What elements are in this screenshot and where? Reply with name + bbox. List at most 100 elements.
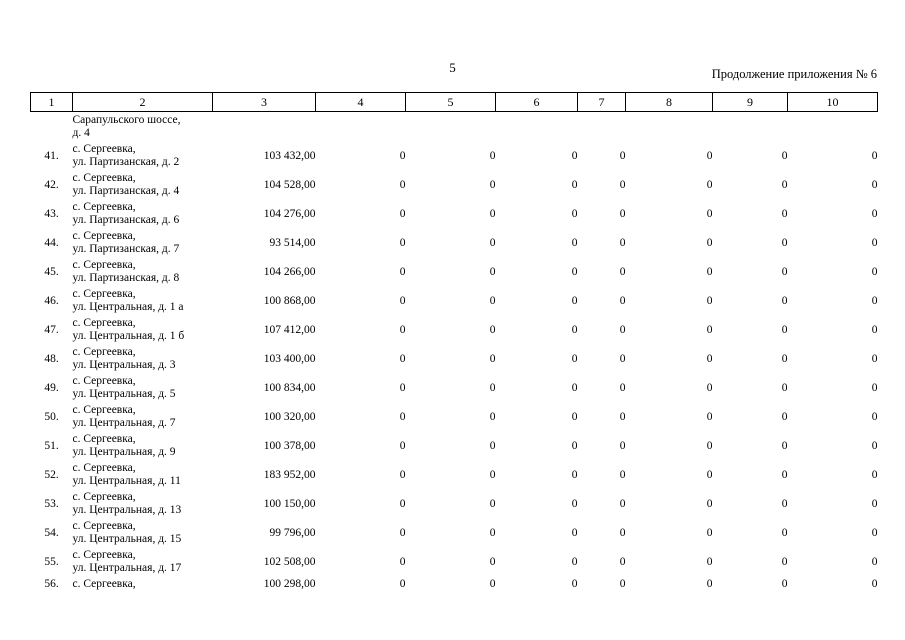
row-zero: 0: [781, 526, 788, 539]
appendix-table: 1 2 3 4 5 6 7 8 9 10 Сарапульского шоссе, д. 4 41. с…: [30, 92, 878, 593]
row-value: 100 834,00: [263, 381, 316, 394]
row-value: 103 432,00: [263, 149, 316, 162]
row-address: с. Сергеевка, ул. Центральная, д. 5: [73, 373, 213, 402]
row-zero: 0: [399, 578, 406, 591]
address-line-2: ул. Партизанская, д. 7: [72, 242, 180, 255]
table-header-row: 1 2 3 4 5 6 7 8 9 10: [30, 92, 878, 112]
row-zero: 0: [399, 410, 406, 423]
row-number: 56.: [44, 578, 59, 591]
address-line-2: ул. Центральная, д. 9: [72, 445, 176, 458]
row-zero: 0: [781, 236, 788, 249]
row-zero: 0: [399, 149, 406, 162]
table-row: 52. с. Сергеевка, ул. Центральная, д. 11 18…: [31, 460, 878, 489]
row-zero: 0: [706, 526, 713, 539]
address-line-2: ул. Центральная, д. 3: [72, 358, 176, 371]
row-zero: 0: [871, 323, 878, 336]
row-number: 46.: [44, 294, 59, 307]
column-header: 10: [787, 92, 878, 112]
row-number: 45.: [44, 265, 59, 278]
row-zero: 0: [399, 265, 406, 278]
row-zero: 0: [489, 352, 496, 365]
column-header: 9: [712, 92, 788, 112]
row-zero: 0: [871, 178, 878, 191]
address-line-2: ул. Центральная, д. 15: [72, 532, 182, 545]
row-zero: 0: [399, 352, 406, 365]
table-row: 43. с. Сергеевка, ул. Партизанская, д. 6 10…: [31, 199, 878, 228]
row-zero: 0: [399, 178, 406, 191]
row-zero: [316, 112, 406, 142]
column-header: 1: [30, 92, 73, 112]
row-number: 41.: [44, 149, 59, 162]
row-zero: 0: [706, 381, 713, 394]
address-line-1: с. Сергеевка,: [72, 404, 136, 416]
row-zero: [578, 112, 626, 142]
row-value: 103 400,00: [263, 352, 316, 365]
row-zero: 0: [871, 265, 878, 278]
row-zero: 0: [781, 468, 788, 481]
row-zero: 0: [489, 207, 496, 220]
row-value: 100 320,00: [263, 410, 316, 423]
address-line-1: с. Сергеевка,: [72, 143, 136, 155]
table-header: 1 2 3 4 5 6 7 8 9 10: [30, 92, 878, 112]
address-line-1: с. Сергеевка,: [72, 520, 136, 532]
row-number: 42.: [44, 178, 59, 191]
row-address: с. Сергеевка, ул. Центральная, д. 17: [73, 547, 213, 576]
row-value: 104 528,00: [263, 178, 316, 191]
table-row: 49. с. Сергеевка, ул. Центральная, д. 5 100…: [31, 373, 877, 402]
row-zero: 0: [706, 555, 713, 568]
row-value: 93 514,00: [269, 236, 316, 249]
address-line-1: с. Сергеевка,: [72, 375, 136, 387]
row-zero: 0: [706, 323, 713, 336]
address-line-1: с. Сергеевка,: [72, 172, 136, 184]
page-number: 5: [449, 60, 456, 75]
address-line-1: с. Сергеевка,: [72, 230, 136, 242]
row-zero: [496, 112, 578, 142]
row-address: с. Сергеевка, ул. Партизанская, д. 8: [73, 257, 213, 286]
row-value: 104 266,00: [263, 265, 316, 278]
row-number: 43.: [44, 207, 59, 220]
row-zero: 0: [571, 555, 578, 568]
row-zero: 0: [571, 578, 578, 591]
row-value: 100 378,00: [263, 439, 316, 452]
row-value: 183 952,00: [263, 468, 316, 481]
row-zero: 0: [706, 497, 713, 510]
row-zero: 0: [399, 526, 406, 539]
row-zero: 0: [706, 178, 713, 191]
address-line-2: ул. Партизанская, д. 2: [72, 155, 180, 168]
column-header: 6: [495, 92, 578, 112]
column-header: 5: [405, 92, 496, 112]
row-zero: 0: [871, 468, 878, 481]
row-zero: [406, 112, 496, 142]
row-zero: 0: [619, 265, 626, 278]
row-zero: 0: [871, 207, 878, 220]
address-line-1: с. Сергеевка,: [72, 491, 136, 503]
table-row: 53. с. Сергеевка, ул. Центральная, д. 13 10…: [31, 489, 877, 518]
row-address: с. Сергеевка, ул. Центральная, д. 11: [73, 460, 213, 489]
row-zero: 0: [489, 236, 496, 249]
address-line-2: д. 4: [72, 126, 90, 139]
table-row: 48. с. Сергеевка, ул. Центральная, д. 3 103…: [31, 344, 877, 373]
row-zero: 0: [781, 410, 788, 423]
row-zero: 0: [871, 149, 878, 162]
row-zero: 0: [706, 468, 713, 481]
row-value: 104 276,00: [263, 207, 316, 220]
row-zero: 0: [619, 352, 626, 365]
row-zero: 0: [706, 265, 713, 278]
row-address: Сарапульского шоссе, д. 4: [73, 112, 213, 142]
row-zero: 0: [399, 439, 406, 452]
row-zero: 0: [619, 468, 626, 481]
table-row: 42. с. Сергеевка, ул. Партизанская, д. 4 10…: [31, 170, 878, 199]
row-value: 100 868,00: [263, 294, 316, 307]
row-zero: 0: [571, 178, 578, 191]
table-row: 54. с. Сергеевка, ул. Центральная, д. 15 99…: [31, 518, 877, 547]
table-row: 56. с. Сергеевка, 100 298,00 0 0 0 0 0 0 0: [31, 576, 877, 593]
column-header: 8: [625, 92, 713, 112]
address-line-1: с. Сергеевка,: [72, 317, 136, 329]
row-zero: 0: [571, 149, 578, 162]
row-address: с. Сергеевка, ул. Центральная, д. 15: [73, 518, 213, 547]
row-zero: 0: [399, 555, 406, 568]
row-zero: 0: [871, 439, 878, 452]
row-zero: 0: [489, 497, 496, 510]
address-line-1: с. Сергеевка,: [72, 462, 136, 474]
address-line-1: Сарапульского шоссе,: [72, 114, 181, 126]
